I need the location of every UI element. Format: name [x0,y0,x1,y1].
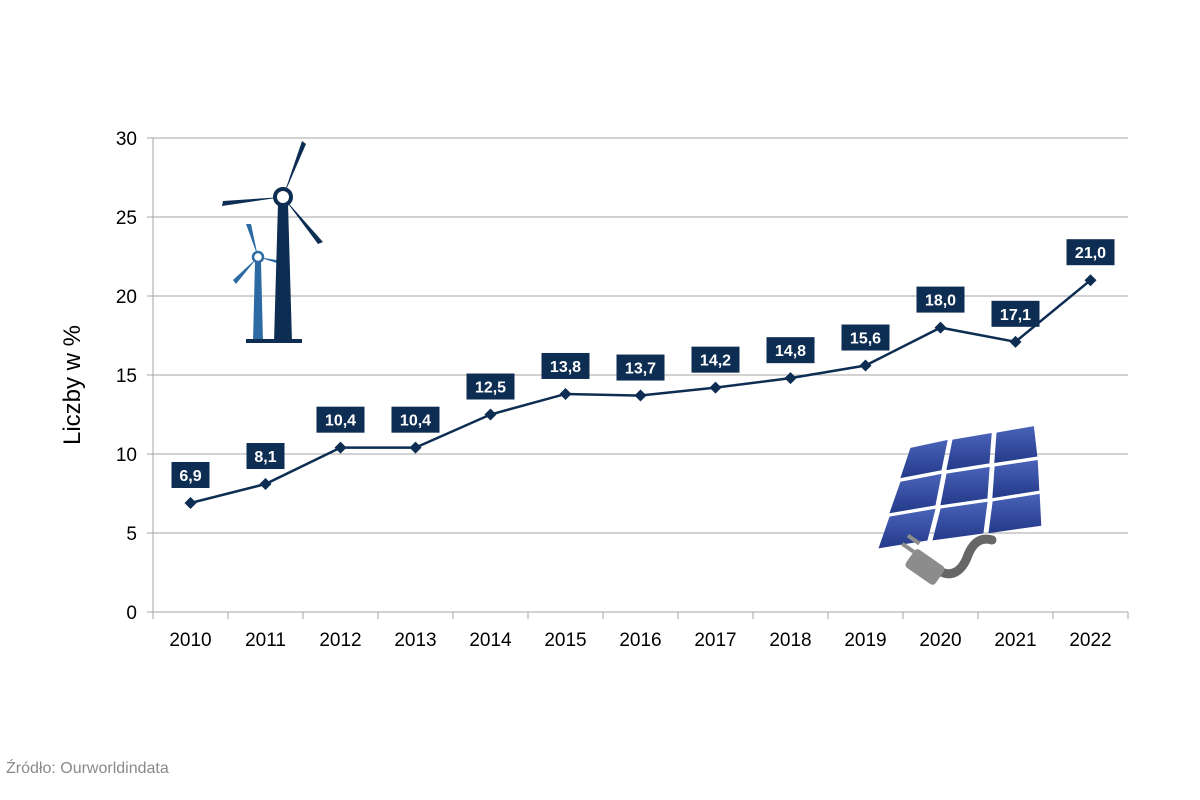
data-point [709,381,722,394]
data-label: 21,0 [1066,239,1115,266]
y-tick-label: 0 [126,603,137,624]
data-point [1009,335,1022,348]
x-tick-label: 2019 [844,630,886,651]
y-tick-label: 5 [126,524,137,545]
y-tick-label: 30 [116,129,137,150]
data-label: 8,1 [246,443,285,470]
data-label: 10,4 [391,406,440,433]
x-tick-label: 2010 [169,630,211,651]
solar-cell [988,493,1042,534]
solar-cell [946,432,992,471]
data-label-text: 6,9 [179,468,201,485]
data-label-box [246,443,285,470]
x-tick-label: 2012 [319,630,361,651]
data-label: 15,6 [841,324,890,351]
x-tick-label: 2014 [469,630,512,651]
data-point [334,441,347,454]
y-tick-label: 10 [116,445,137,466]
data-label: 17,1 [991,300,1040,327]
data-label: 10,4 [316,406,365,433]
data-label: 13,8 [541,352,590,379]
data-label: 6,9 [171,461,210,488]
data-point [634,389,647,402]
data-label-box [391,406,440,433]
y-tick-labels: 0 5 10 15 20 25 30 [116,129,137,624]
data-label-box [691,346,740,373]
data-label-box [916,286,965,313]
data-label-text: 13,8 [550,359,581,376]
data-label: 14,8 [766,337,815,364]
x-tick-label: 2011 [245,630,286,651]
data-label-box [466,373,515,400]
solar-cell [932,501,988,541]
data-point [859,359,872,372]
x-tick-label: 2018 [769,630,811,651]
x-tick-label: 2021 [994,630,1036,651]
solar-cell [900,439,948,479]
data-label-text: 8,1 [254,449,276,466]
data-label-text: 13,7 [625,361,656,378]
data-label-text: 10,4 [325,413,356,430]
data-label-box [991,300,1040,327]
data-point [409,441,422,454]
data-label-text: 18,0 [925,293,956,310]
x-tick-label: 2015 [544,630,586,651]
solar-cell [940,466,990,506]
solar-cell [994,426,1038,464]
data-point [784,372,797,385]
solar-cell [992,459,1040,499]
data-label-box [316,406,365,433]
data-label-box [171,461,210,488]
data-point [484,408,497,421]
solar-panel-icon [878,426,1042,585]
data-point [184,496,197,509]
data-label-box [1066,239,1115,266]
data-label: 12,5 [466,373,515,400]
data-point [559,387,572,400]
data-point [1084,274,1097,287]
solar-cell [878,508,936,549]
data-label-text: 10,4 [400,413,431,430]
data-label-text: 15,6 [850,331,881,348]
axes [147,137,1129,619]
x-tick-label: 2017 [694,630,736,651]
y-tick-label: 15 [116,366,137,387]
data-point [934,321,947,334]
data-label-text: 21,0 [1075,245,1106,262]
data-label-text: 17,1 [1000,307,1031,324]
x-tick-label: 2013 [394,630,436,651]
data-label-box [541,352,590,379]
data-label-box [766,337,815,364]
data-label-box [616,354,665,381]
x-tick-label: 2022 [1069,630,1111,651]
y-tick-label: 20 [116,287,137,308]
data-label: 14,2 [691,346,740,373]
x-tick-label: 2020 [919,630,961,651]
data-label: 18,0 [916,286,965,313]
data-label-text: 14,8 [775,343,806,360]
data-markers [184,274,1097,509]
data-point [259,478,272,491]
data-labels: 6,9 8,1 10,4 10,4 12,5 13,8 13,7 14,2 14,8 15,6 18… [171,239,1115,488]
wind-turbine-icon [222,141,323,343]
solar-cell [889,473,942,514]
y-tick-label: 25 [116,208,137,229]
x-tick-label: 2016 [619,630,661,651]
source-note: Źródło: Ourworldindata [6,760,169,777]
large-wind-turbine-icon [222,141,323,343]
data-label-text: 14,2 [700,353,731,370]
y-axis-label: Liczby w % [59,325,86,445]
data-label-text: 12,5 [475,380,506,397]
x-tick-labels: 2010 2011 2012 2013 2014 2015 2016 2017 2018 2019… [169,630,1111,651]
data-label: 13,7 [616,354,665,381]
data-label-box [841,324,890,351]
